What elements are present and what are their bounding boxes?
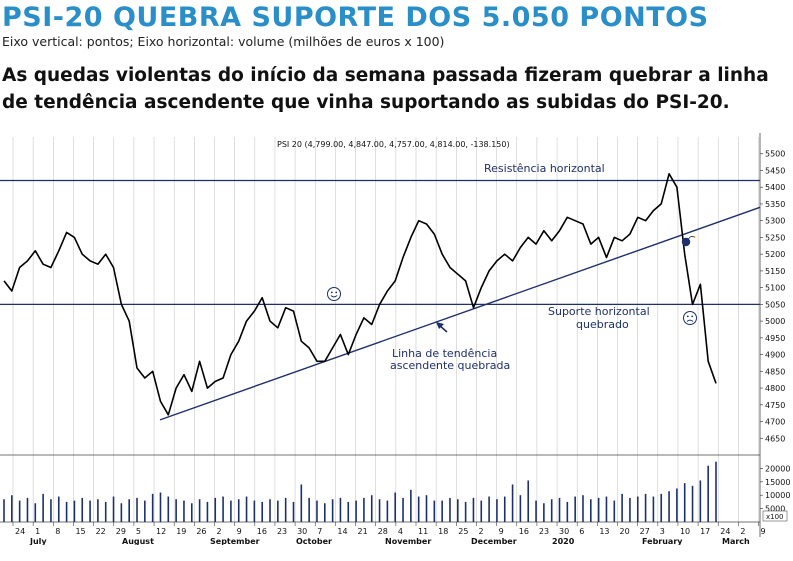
date-tick-label: 23: [539, 527, 549, 536]
date-tick-label: 10: [680, 527, 690, 536]
axes-note: Eixo vertical: pontos; Eixo horizontal: …: [2, 34, 445, 49]
date-tick-label: 16: [257, 527, 267, 536]
date-tick-label: 15: [75, 527, 85, 536]
price-axis: 5500 5450 5400 5350 5300 5250 5200 5150 5100 5050…: [0, 133, 785, 537]
bomb-icon: [681, 235, 696, 247]
price-line: [3, 172, 717, 416]
month-label: October: [296, 537, 332, 545]
month-label: August: [122, 537, 154, 545]
date-tick-label: 28: [378, 527, 388, 536]
date-tick-label: 30: [559, 527, 569, 536]
date-tick-label: 26: [196, 527, 206, 536]
date-tick-label: 29: [116, 527, 126, 536]
price-tick-label: 4900: [765, 351, 785, 360]
vertical-grid: [12, 137, 759, 522]
month-label: November: [385, 537, 431, 545]
date-tick-label: 24: [15, 527, 25, 536]
chart-title: PSI 20 (4,799.00, 4,847.00, 4,757.00, 4,…: [277, 140, 510, 149]
date-tick-label: 14: [337, 527, 347, 536]
volume-unit-label: x100: [766, 513, 784, 521]
lead-paragraph: As quedas violentas do início da semana …: [2, 65, 769, 113]
volume-axis: 5000 10000 15000 20000 x100: [760, 464, 790, 522]
date-tick-label: 24: [720, 527, 730, 536]
price-tick-label: 4750: [765, 401, 785, 410]
annotation-trendline-broken: ascendente quebrada: [390, 359, 510, 372]
price-tick-label: 5000: [765, 317, 785, 326]
date-tick-label: 9: [761, 527, 766, 536]
date-tick-label: 9: [237, 527, 242, 536]
date-tick-label: 6: [579, 527, 584, 536]
smiley-face-icon: [327, 287, 341, 301]
price-tick-label: 5350: [765, 200, 785, 209]
price-tick-label: 4950: [765, 334, 785, 343]
price-tick-label: 5150: [765, 267, 785, 276]
date-tick-label: 21: [358, 527, 368, 536]
volume-bars: [3, 461, 717, 522]
volume-tick-label: 20000: [765, 464, 790, 473]
price-tick-label: 5200: [765, 250, 785, 259]
date-tick-label: 19: [176, 527, 186, 536]
chart-background: [0, 133, 793, 545]
date-tick-label: 23: [277, 527, 287, 536]
price-tick-label: 4700: [765, 418, 785, 427]
arrow-up-left-icon: [436, 322, 448, 333]
date-tick-label: 30: [297, 527, 307, 536]
annotation-support-broken: quebrado: [576, 318, 629, 331]
price-tick-label: 5400: [765, 183, 785, 192]
sad-face-icon: [683, 311, 697, 325]
month-labels: July August September October November Decemb…: [29, 537, 750, 545]
date-tick-label: 8: [55, 527, 60, 536]
month-label: 2020: [552, 537, 575, 545]
month-label: July: [29, 537, 47, 545]
price-tick-label: 4850: [765, 367, 785, 376]
date-tick-label: 4: [398, 527, 403, 536]
price-tick-label: 5300: [765, 217, 785, 226]
volume-tick-label: 10000: [765, 491, 790, 500]
date-tick-label: 22: [96, 527, 106, 536]
annotation-support: Suporte horizontal: [548, 305, 650, 318]
date-tick-label: 11: [418, 527, 428, 536]
price-tick-label: 5450: [765, 166, 785, 175]
headline: PSI-20 QUEBRA SUPORTE DOS 5.050 PONTOS: [2, 2, 709, 33]
date-tick-label: 20: [620, 527, 630, 536]
date-tick-label: 17: [700, 527, 710, 536]
date-tick-label: 2: [217, 527, 222, 536]
psi20-chart: 5500 5450 5400 5350 5300 5250 5200 5150 5100 5050…: [0, 133, 793, 545]
annotation-trendline: Linha de tendência: [392, 347, 497, 360]
price-tick-label: 4650: [765, 434, 785, 443]
month-label: September: [210, 537, 260, 545]
date-tick-label: 13: [599, 527, 609, 536]
volume-unit-box: [762, 510, 788, 522]
price-tick-label: 5100: [765, 284, 785, 293]
date-tick-label: 3: [660, 527, 665, 536]
month-label: December: [471, 537, 517, 545]
price-tick-label: 5050: [765, 300, 785, 309]
trendline: [159, 206, 761, 421]
date-tick-label: 7: [317, 527, 322, 536]
date-axis: 24 1 8 15 22 29 5 12 19 26 2 9 16 23 30 7 14 21 28 4 11 18 25 2…: [12, 522, 766, 536]
date-tick-label: 9: [499, 527, 504, 536]
volume-tick-label: 15000: [765, 478, 790, 487]
price-tick-label: 5250: [765, 233, 785, 242]
volume-tick-label: 5000: [765, 505, 785, 514]
date-tick-label: 2: [740, 527, 745, 536]
date-tick-label: 5: [136, 527, 141, 536]
price-tick-label: 4800: [765, 384, 785, 393]
annotation-resistance: Resistência horizontal: [484, 162, 605, 175]
date-tick-label: 27: [640, 527, 650, 536]
date-tick-label: 2: [478, 527, 483, 536]
month-label: February: [642, 537, 683, 545]
date-tick-label: 16: [519, 527, 529, 536]
price-tick-label: 5500: [765, 150, 785, 159]
date-tick-label: 1: [35, 527, 40, 536]
date-tick-label: 18: [438, 527, 448, 536]
date-tick-label: 25: [458, 527, 468, 536]
month-label: March: [722, 537, 750, 545]
date-tick-label: 12: [156, 527, 166, 536]
